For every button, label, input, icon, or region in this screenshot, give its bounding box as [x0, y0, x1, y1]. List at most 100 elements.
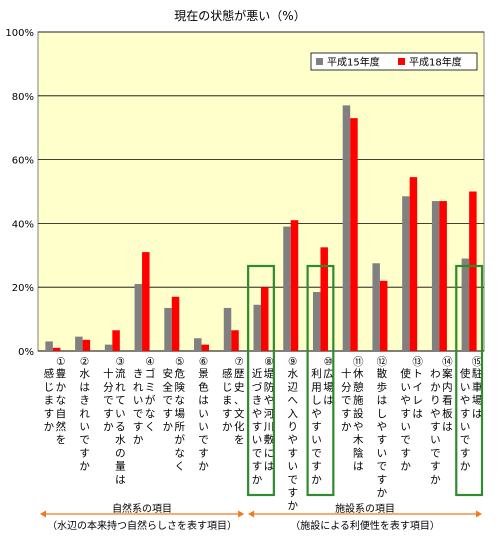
category-char: 内 — [442, 380, 453, 393]
category-char: な — [175, 447, 186, 459]
category-char: か — [400, 461, 411, 473]
category-char: 場 — [175, 407, 186, 420]
bar — [372, 263, 380, 351]
category-char: や — [264, 395, 275, 407]
group-sublabel: （水辺の本来持つ自然らしさを表す項目） — [47, 519, 237, 532]
legend-swatch — [398, 58, 405, 65]
category-char: す — [198, 447, 209, 459]
category-char: 利 — [311, 368, 322, 380]
category-number: ④ — [145, 356, 154, 368]
category-char: か — [252, 474, 263, 486]
category-char: く — [175, 461, 186, 473]
category-char: 車 — [472, 380, 483, 393]
category-char: で — [79, 434, 90, 446]
category-char: 然 — [56, 420, 67, 433]
category-char: い — [430, 434, 441, 446]
category-char: で — [460, 434, 471, 446]
category-char: 入 — [287, 408, 298, 420]
bar — [261, 287, 269, 351]
category-char: や — [252, 408, 263, 420]
category-char: す — [103, 408, 114, 420]
category-char: 水 — [79, 368, 90, 380]
bar — [320, 247, 328, 351]
category-char: 史 — [234, 381, 245, 393]
category-char: 十 — [341, 367, 352, 380]
category-char: は — [323, 395, 334, 407]
category-char: 駐 — [472, 367, 483, 380]
group-label: 施設系の項目 — [335, 502, 395, 515]
category-number: ⑬ — [412, 356, 423, 368]
category-number: ① — [56, 356, 65, 368]
category-char: 感 — [222, 367, 233, 380]
category-char: や — [287, 434, 298, 446]
category-char: い — [133, 395, 144, 407]
category-char: る — [115, 421, 126, 433]
bar — [231, 330, 239, 351]
category-char: や — [377, 421, 388, 433]
category-char: レ — [412, 395, 423, 407]
category-char: 使 — [400, 367, 411, 380]
category-char: 休 — [353, 368, 364, 380]
category-char: 十 — [103, 367, 114, 380]
bar — [112, 330, 120, 351]
category-char: 景 — [198, 368, 209, 380]
category-char: 敷 — [264, 433, 275, 446]
legend-swatch — [316, 58, 323, 65]
category-char: は — [472, 408, 483, 420]
category-char: す — [252, 461, 263, 473]
category-char: 化 — [234, 420, 245, 433]
category-char: な — [56, 395, 67, 407]
category-char: か — [56, 381, 67, 393]
category-char: い — [198, 408, 209, 420]
y-tick-label: 0% — [18, 347, 34, 358]
bar — [75, 336, 83, 351]
category-char: す — [222, 408, 233, 420]
category-char: 自 — [56, 407, 67, 420]
category-char: か — [133, 434, 144, 446]
category-char: す — [460, 408, 471, 420]
category-char: 川 — [264, 421, 275, 433]
category-number: ⑨ — [288, 356, 297, 368]
category-char: い — [252, 434, 263, 446]
category-number: ⑭ — [442, 356, 453, 368]
chart-title: 現在の状態が悪い（%） — [174, 8, 305, 23]
category-char: は — [377, 395, 388, 407]
category-char: で — [252, 447, 263, 459]
bar — [82, 339, 91, 351]
highlight-box — [455, 264, 484, 497]
category-char: い — [287, 461, 298, 473]
bar — [171, 296, 180, 351]
bar — [350, 118, 358, 351]
bar — [201, 344, 210, 351]
category-char: で — [311, 447, 322, 459]
category-char: で — [103, 395, 114, 407]
category-number: ⑪ — [353, 356, 364, 368]
category-char: か — [430, 381, 441, 393]
category-char: す — [133, 421, 144, 433]
category-char: か — [377, 487, 388, 499]
category-char: れ — [133, 381, 144, 393]
category-char: や — [400, 395, 411, 407]
category-char: か — [103, 421, 114, 433]
category-char: 陰 — [353, 446, 364, 459]
category-number: ⑦ — [235, 356, 244, 368]
category-char: で — [163, 395, 174, 407]
category-char: で — [400, 434, 411, 446]
bar — [379, 280, 388, 351]
category-char: 場 — [323, 380, 334, 393]
bar — [223, 307, 232, 351]
category-number: ⑫ — [377, 356, 388, 368]
category-char: い — [311, 434, 322, 446]
category-number: ⑮ — [472, 356, 483, 368]
category-char: 分 — [103, 381, 114, 393]
category-char: を — [234, 434, 245, 446]
category-char: き — [252, 395, 263, 407]
category-char: い — [400, 381, 411, 393]
category-char: ま — [44, 395, 55, 407]
category-number: ⑤ — [175, 356, 184, 368]
category-char: す — [311, 461, 322, 473]
category-char: れ — [79, 408, 90, 420]
category-char: 防 — [264, 380, 275, 393]
category-char: 危 — [175, 368, 186, 380]
